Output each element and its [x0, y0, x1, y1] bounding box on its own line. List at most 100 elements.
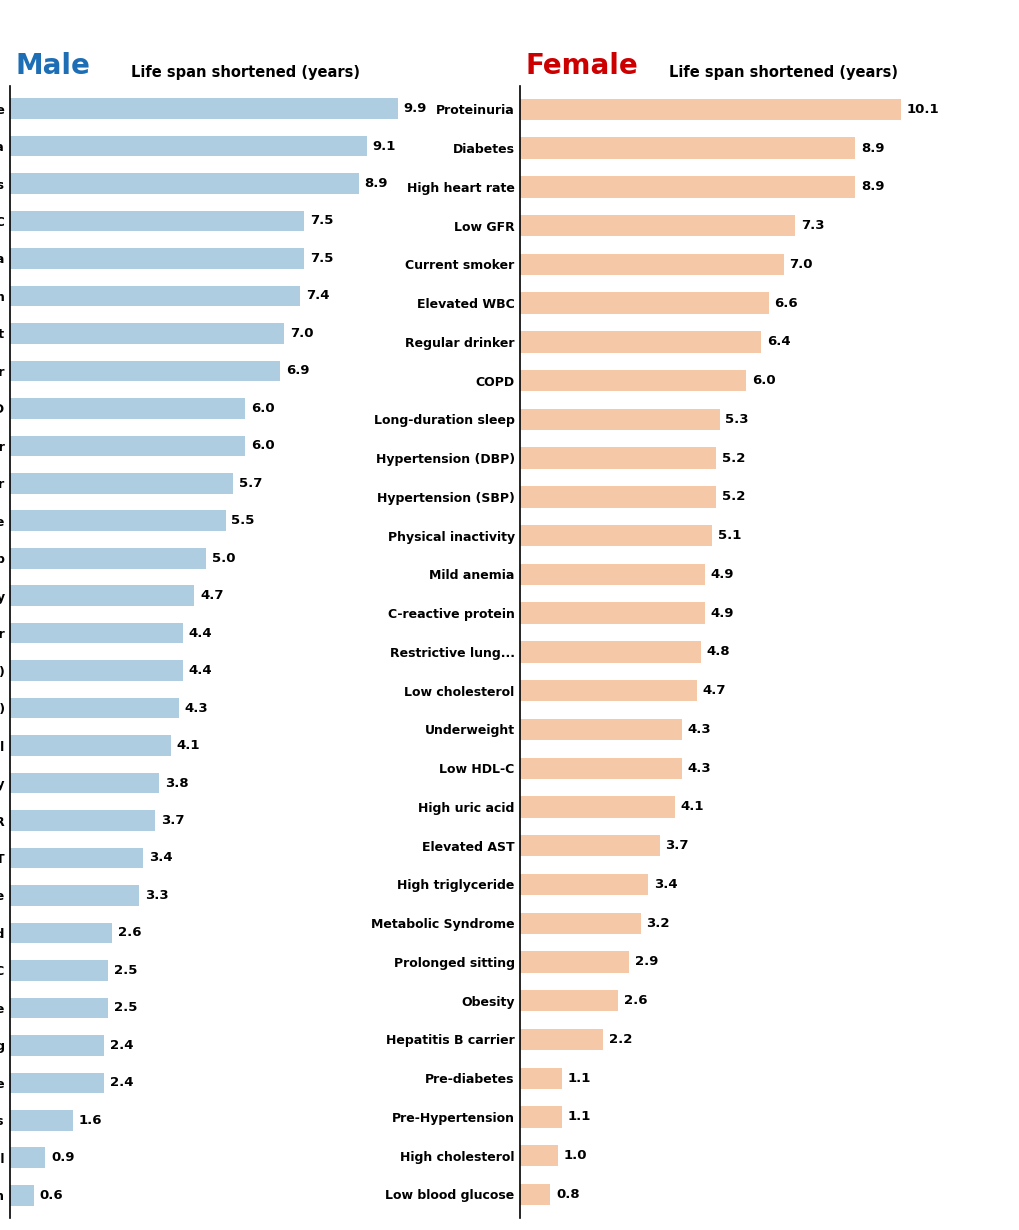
Text: 4.3: 4.3 [687, 723, 710, 736]
Bar [520, 563, 704, 585]
Bar [10, 1034, 104, 1055]
Text: 7.5: 7.5 [310, 214, 333, 228]
Bar [520, 448, 715, 469]
Text: 3.8: 3.8 [165, 776, 189, 790]
Text: 4.7: 4.7 [200, 589, 223, 603]
Bar [520, 873, 648, 895]
Bar [10, 323, 284, 343]
Text: 4.8: 4.8 [706, 646, 730, 658]
Text: 7.0: 7.0 [789, 258, 812, 271]
Bar [520, 718, 682, 740]
Text: 3.2: 3.2 [646, 916, 669, 930]
Bar [520, 293, 768, 314]
Text: 2.5: 2.5 [114, 1001, 138, 1015]
Text: 4.1: 4.1 [176, 739, 200, 752]
Bar [10, 847, 144, 868]
Text: 2.2: 2.2 [608, 1033, 632, 1046]
Text: 1.6: 1.6 [78, 1114, 102, 1127]
Text: 2.6: 2.6 [118, 926, 142, 940]
Text: 7.3: 7.3 [800, 219, 823, 232]
Bar [520, 253, 783, 276]
Bar [10, 1109, 72, 1130]
Bar [520, 525, 711, 546]
Text: 2.9: 2.9 [635, 956, 658, 968]
Bar [520, 641, 700, 663]
Text: 0.8: 0.8 [555, 1188, 579, 1200]
Text: 5.2: 5.2 [721, 451, 744, 465]
Bar [520, 796, 674, 818]
Bar [520, 913, 640, 934]
Bar [10, 697, 178, 718]
Bar [10, 886, 140, 905]
Text: 10.1: 10.1 [905, 103, 937, 116]
Text: 2.6: 2.6 [624, 994, 647, 1007]
Bar [520, 176, 855, 198]
Bar [10, 474, 233, 493]
Bar [520, 331, 760, 353]
Text: 3.7: 3.7 [161, 814, 184, 827]
Text: 4.9: 4.9 [709, 568, 734, 581]
Bar [10, 98, 397, 119]
Text: 7.0: 7.0 [290, 327, 314, 339]
Text: 1.1: 1.1 [567, 1071, 590, 1085]
Bar [520, 603, 704, 624]
Bar [10, 510, 225, 531]
Text: 5.5: 5.5 [231, 514, 255, 528]
Bar [520, 1145, 557, 1166]
Text: 2.4: 2.4 [110, 1076, 133, 1090]
Bar [520, 215, 795, 236]
Bar [10, 173, 359, 194]
Bar [10, 661, 182, 681]
Text: 6.0: 6.0 [751, 374, 774, 387]
Bar [520, 835, 659, 856]
Text: 6.0: 6.0 [251, 402, 274, 415]
Text: 5.3: 5.3 [725, 413, 748, 426]
Text: 7.5: 7.5 [310, 252, 333, 264]
Text: 7.4: 7.4 [306, 289, 329, 303]
Text: Life span shortened (years): Life span shortened (years) [130, 65, 360, 80]
Text: 9.1: 9.1 [372, 139, 395, 153]
Bar [10, 736, 170, 756]
Bar [520, 758, 682, 779]
Text: 3.3: 3.3 [145, 889, 169, 902]
Text: 3.4: 3.4 [653, 878, 677, 891]
Bar [520, 486, 715, 508]
Bar [520, 98, 900, 121]
Bar [520, 1183, 550, 1205]
Bar [520, 1068, 561, 1089]
Text: 4.4: 4.4 [189, 626, 212, 640]
Bar [10, 210, 304, 231]
Text: 5.7: 5.7 [239, 477, 263, 490]
Bar [10, 622, 182, 643]
Bar [520, 951, 629, 973]
Bar [10, 248, 304, 269]
Bar [10, 998, 108, 1018]
Text: 4.1: 4.1 [680, 801, 703, 813]
Text: 6.9: 6.9 [286, 364, 310, 378]
Text: 1.0: 1.0 [562, 1149, 587, 1162]
Text: 4.9: 4.9 [709, 606, 734, 620]
Bar [520, 680, 697, 701]
Bar [520, 990, 618, 1011]
Text: 3.7: 3.7 [664, 839, 688, 852]
Text: 2.5: 2.5 [114, 964, 138, 977]
Bar [10, 922, 112, 943]
Bar [10, 285, 300, 306]
Text: 5.0: 5.0 [212, 552, 235, 565]
Text: Female: Female [525, 52, 638, 80]
Text: 4.3: 4.3 [687, 761, 710, 775]
Text: Male: Male [15, 52, 90, 80]
Bar [520, 370, 746, 391]
Text: 2.4: 2.4 [110, 1039, 133, 1052]
Bar [10, 961, 108, 980]
Bar [10, 435, 245, 456]
Bar [10, 360, 280, 381]
Text: 4.3: 4.3 [184, 701, 208, 715]
Bar [10, 547, 206, 568]
Bar [10, 399, 245, 418]
Text: 5.1: 5.1 [717, 529, 741, 542]
Bar [520, 138, 855, 159]
Text: 6.0: 6.0 [251, 439, 274, 453]
Text: Life span shortened (years): Life span shortened (years) [668, 65, 898, 80]
Bar [10, 1148, 46, 1168]
